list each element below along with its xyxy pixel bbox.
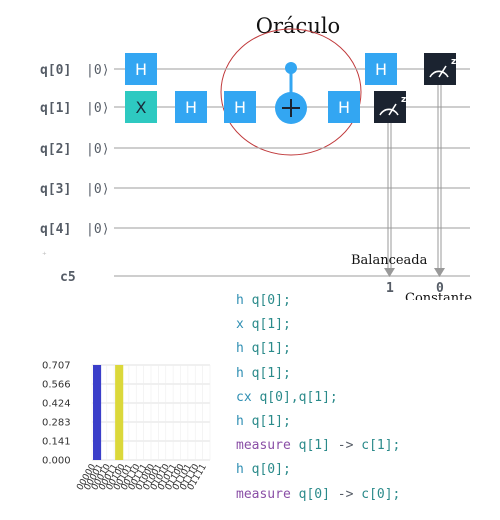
measure-connectors (384, 83, 445, 277)
cnot-gate[interactable] (275, 62, 307, 124)
y-tick-label: 0.424 (42, 399, 71, 410)
code-line: h q[0]; (236, 293, 291, 308)
qubit-init-4: |0⟩ (86, 222, 109, 237)
code-line: measure q[0] -> c[0]; (236, 486, 401, 502)
x-gate[interactable]: X (125, 91, 157, 123)
qasm-code-listing: h q[0]; x q[1]; h q[1]; h q[1]; cx q[0],… (236, 289, 400, 507)
code-line: h q[1]; (236, 341, 291, 357)
probability-chart: 0.7070.5660.4240.2830.1410.0000000000001… (42, 361, 211, 492)
h-gate[interactable]: H (125, 53, 157, 85)
qubit-labels: q[0] q[1] q[2] q[3] q[4] c5 |0⟩ |0⟩ |0⟩ … (40, 63, 109, 285)
y-tick-label: 0.566 (42, 379, 71, 390)
qubit-init-3: |0⟩ (86, 182, 109, 197)
bar (115, 365, 124, 460)
qubit-init-0: |0⟩ (86, 63, 109, 78)
y-tick-label: 0.283 (42, 417, 71, 428)
quantum-circuit: Oráculo q[0] q[1] q[2] q[3] q[4] c5 |0⟩ … (40, 14, 472, 300)
qubit-label-2: q[2] (40, 142, 71, 157)
register-separator-mark: ⁺ (42, 251, 47, 261)
qubit-label-1: q[1] (40, 101, 71, 116)
code-line: x q[1]; (236, 317, 291, 333)
classical-bit-1-label: 1 (386, 281, 394, 296)
svg-text:H: H (375, 60, 387, 79)
code-line: h q[1]; (236, 413, 291, 429)
qubit-label-3: q[3] (40, 182, 71, 197)
code-line: cx q[0],q[1]; (236, 389, 338, 405)
code-line: h q[1]; (236, 365, 291, 381)
measure-gate[interactable]: z (424, 53, 456, 85)
h-gate[interactable]: H (224, 91, 256, 123)
svg-text:H: H (234, 98, 246, 117)
oracle-title: Oráculo (256, 14, 340, 38)
svg-text:H: H (338, 98, 350, 117)
svg-text:X: X (136, 98, 147, 117)
classical-register-label: c5 (60, 270, 76, 285)
code-line: measure q[1] -> c[1]; (236, 438, 401, 454)
qubit-init-1: |0⟩ (86, 101, 109, 116)
measure-gate[interactable]: z (374, 91, 406, 123)
constant-label: Constante (405, 291, 472, 300)
svg-text:H: H (185, 98, 197, 117)
h-gate[interactable]: H (328, 91, 360, 123)
svg-text:z: z (401, 95, 406, 105)
classical-bit-0-label: 0 (436, 281, 444, 296)
qubit-label-0: q[0] (40, 63, 71, 78)
h-gate[interactable]: H (175, 91, 207, 123)
code-line: h q[0]; (236, 462, 291, 478)
qubit-wires (114, 68, 470, 277)
svg-text:z: z (451, 57, 456, 67)
meter-icon (379, 108, 399, 116)
h-gate[interactable]: H (365, 53, 397, 85)
y-tick-label: 0.707 (42, 361, 71, 372)
qubit-label-4: q[4] (40, 222, 71, 237)
y-tick-label: 0.000 (42, 456, 71, 467)
y-tick-label: 0.141 (42, 437, 71, 448)
meter-icon (429, 70, 449, 78)
balanced-label: Balanceada (351, 253, 428, 268)
oracle-circle (220, 28, 362, 156)
cnot-control-dot (285, 62, 297, 74)
bar (93, 365, 102, 460)
qubit-init-2: |0⟩ (86, 142, 109, 157)
svg-text:H: H (135, 60, 147, 79)
